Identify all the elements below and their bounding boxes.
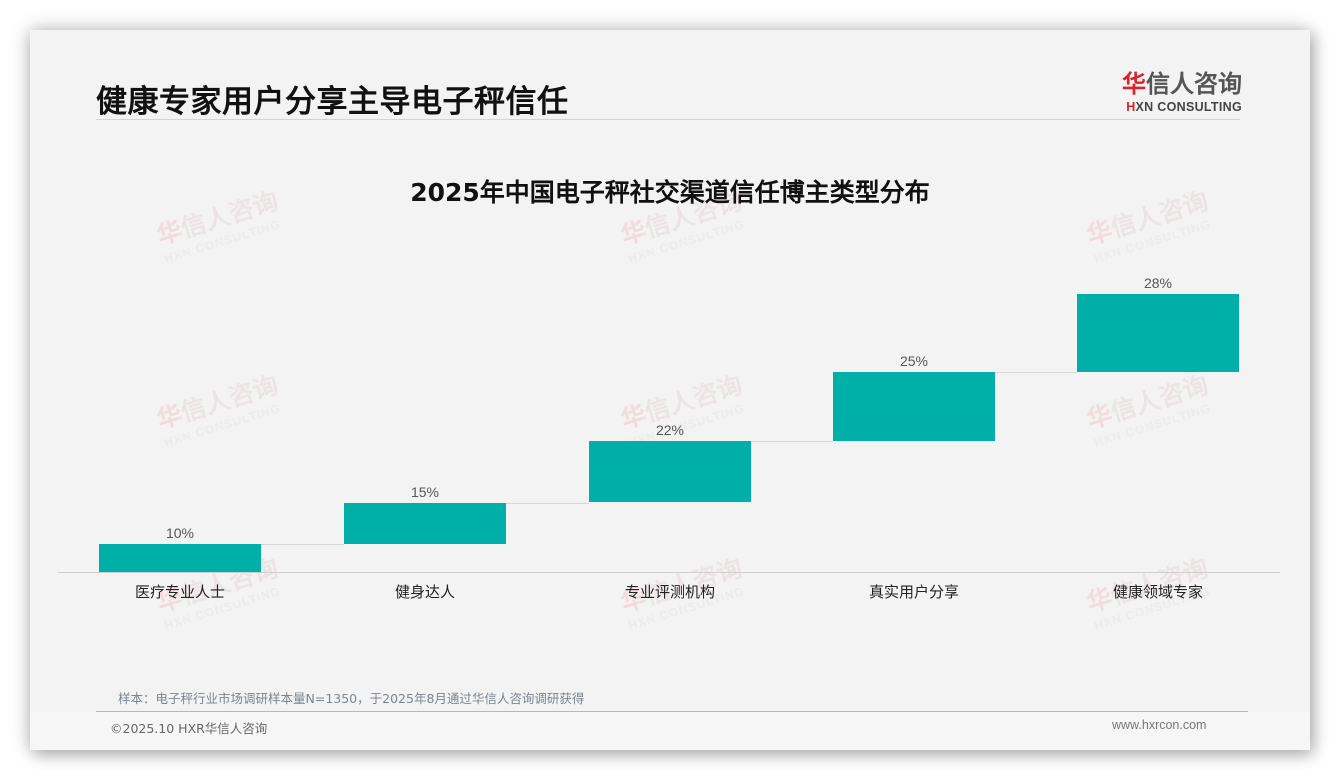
page-title: 健康专家用户分享主导电子秤信任 bbox=[96, 84, 569, 120]
bar-value-label: 28% bbox=[1143, 275, 1173, 291]
x-axis-line bbox=[58, 572, 1280, 573]
category-label: 健身达人 bbox=[394, 583, 455, 601]
chart-title: 2025年中国电子秤社交渠道信任博主类型分布 bbox=[410, 178, 930, 207]
category-label: 医疗专业人士 bbox=[134, 583, 225, 601]
slide: 健康专家用户分享主导电子秤信任 华信人咨询 HXN CONSULTING 华信人… bbox=[30, 30, 1310, 750]
title-divider bbox=[96, 119, 1240, 120]
waterfall-chart: 10% 医疗专业人士 15% 健身达人 22% 专业评测机构 25% 真实用户分享 28% 健康领… bbox=[30, 30, 1310, 750]
logo-chinese: 华信人咨询 bbox=[1112, 64, 1242, 99]
connector-line bbox=[751, 441, 833, 443]
connector-line bbox=[995, 371, 1077, 373]
connector-line bbox=[261, 544, 344, 546]
bar-value-label: 25% bbox=[899, 352, 929, 369]
category-label: 专业评测机构 bbox=[624, 583, 715, 601]
category-label: 健康领域专家 bbox=[1112, 583, 1203, 601]
logo-en-name: XN CONSULTING bbox=[1135, 100, 1242, 114]
bar bbox=[1077, 294, 1239, 372]
website-link[interactable]: www.hxrcon.com bbox=[1112, 718, 1207, 732]
company-logo: 华信人咨询 HXN CONSULTING bbox=[1112, 64, 1242, 114]
bar bbox=[833, 371, 995, 442]
bar bbox=[99, 544, 261, 572]
connector-line bbox=[506, 502, 589, 504]
copyright: ©2025.10 HXR华信人咨询 bbox=[110, 721, 268, 736]
logo-name: 信人咨询 bbox=[1146, 70, 1242, 98]
bar-value-label: 22% bbox=[655, 422, 685, 439]
bar-value-label: 15% bbox=[410, 483, 440, 500]
sample-note: 样本：电子秤行业市场调研样本量N=1350，于2025年8月通过华信人咨询调研获… bbox=[118, 691, 585, 706]
bar bbox=[344, 502, 506, 545]
category-label: 真实用户分享 bbox=[868, 583, 959, 601]
footer-divider bbox=[96, 711, 1248, 712]
footer-band bbox=[30, 712, 1310, 750]
logo-en-mark: H bbox=[1126, 100, 1136, 114]
logo-english: HXN CONSULTING bbox=[1112, 100, 1242, 114]
logo-mark-char: 华 bbox=[1122, 70, 1146, 98]
bar bbox=[589, 441, 751, 503]
bar-value-label: 10% bbox=[165, 525, 195, 542]
